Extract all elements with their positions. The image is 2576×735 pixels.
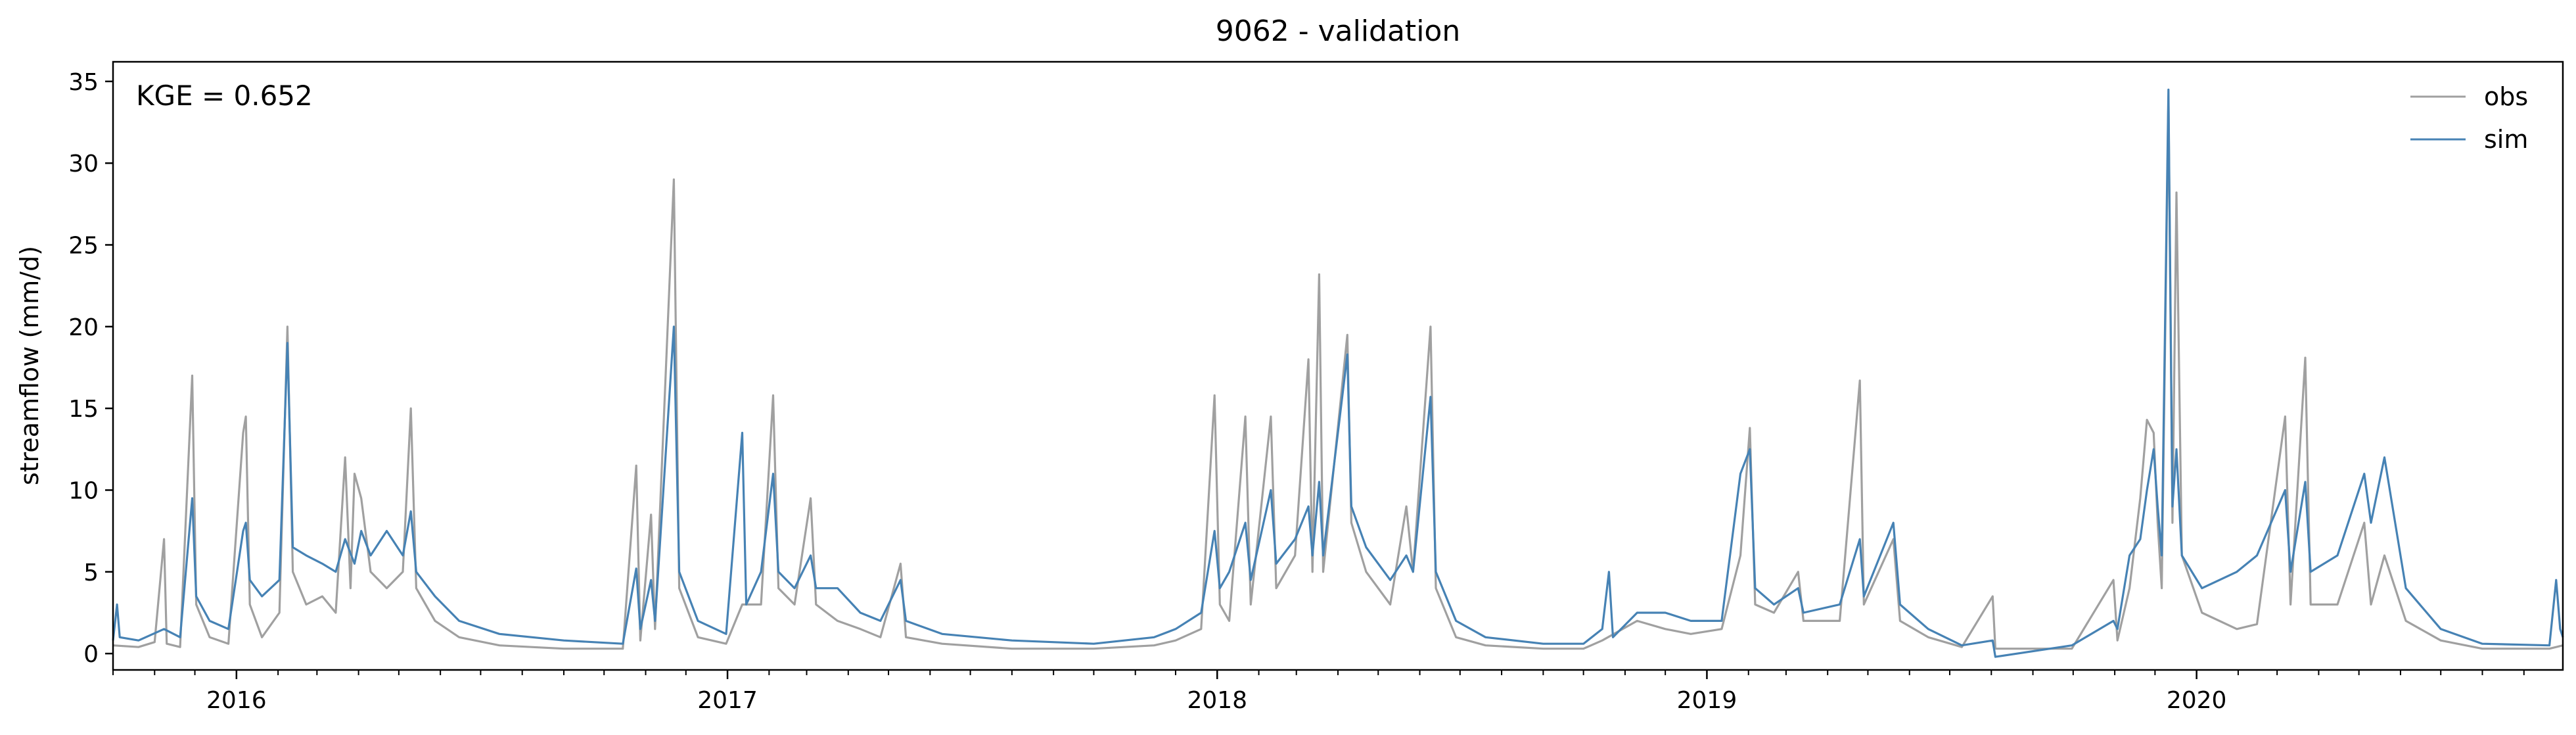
y-tick-label: 10 [68,477,99,504]
y-tick-label: 30 [68,151,99,178]
legend-obs-label: obs [2484,82,2528,111]
y-tick-label: 0 [83,641,99,668]
y-tick-label: 20 [68,314,99,341]
y-tick-label: 35 [68,69,99,96]
y-tick-label: 25 [68,232,99,259]
x-axis: 2016 2017 2018 2019 2020 [112,670,2525,714]
x-tick-label: 2017 [697,687,758,714]
chart-title: 9062 - validation [1216,14,1460,48]
y-tick-label: 5 [83,559,99,586]
series-layer [112,88,2564,658]
series-line-obs [112,97,2564,650]
legend: obs sim [2410,82,2528,154]
series-line-sim [112,88,2564,658]
y-axis-label: streamflow (mm/d) [15,246,44,485]
kge-annotation: KGE = 0.652 [136,80,313,112]
x-tick-label: 2019 [1677,687,1737,714]
legend-sim-label: sim [2484,125,2528,154]
x-tick-label: 2020 [2167,687,2227,714]
x-tick-label: 2016 [206,687,267,714]
y-axis: 0 5 10 15 20 25 30 35 [68,69,113,668]
x-tick-label: 2018 [1187,687,1247,714]
y-tick-label: 15 [68,396,99,423]
